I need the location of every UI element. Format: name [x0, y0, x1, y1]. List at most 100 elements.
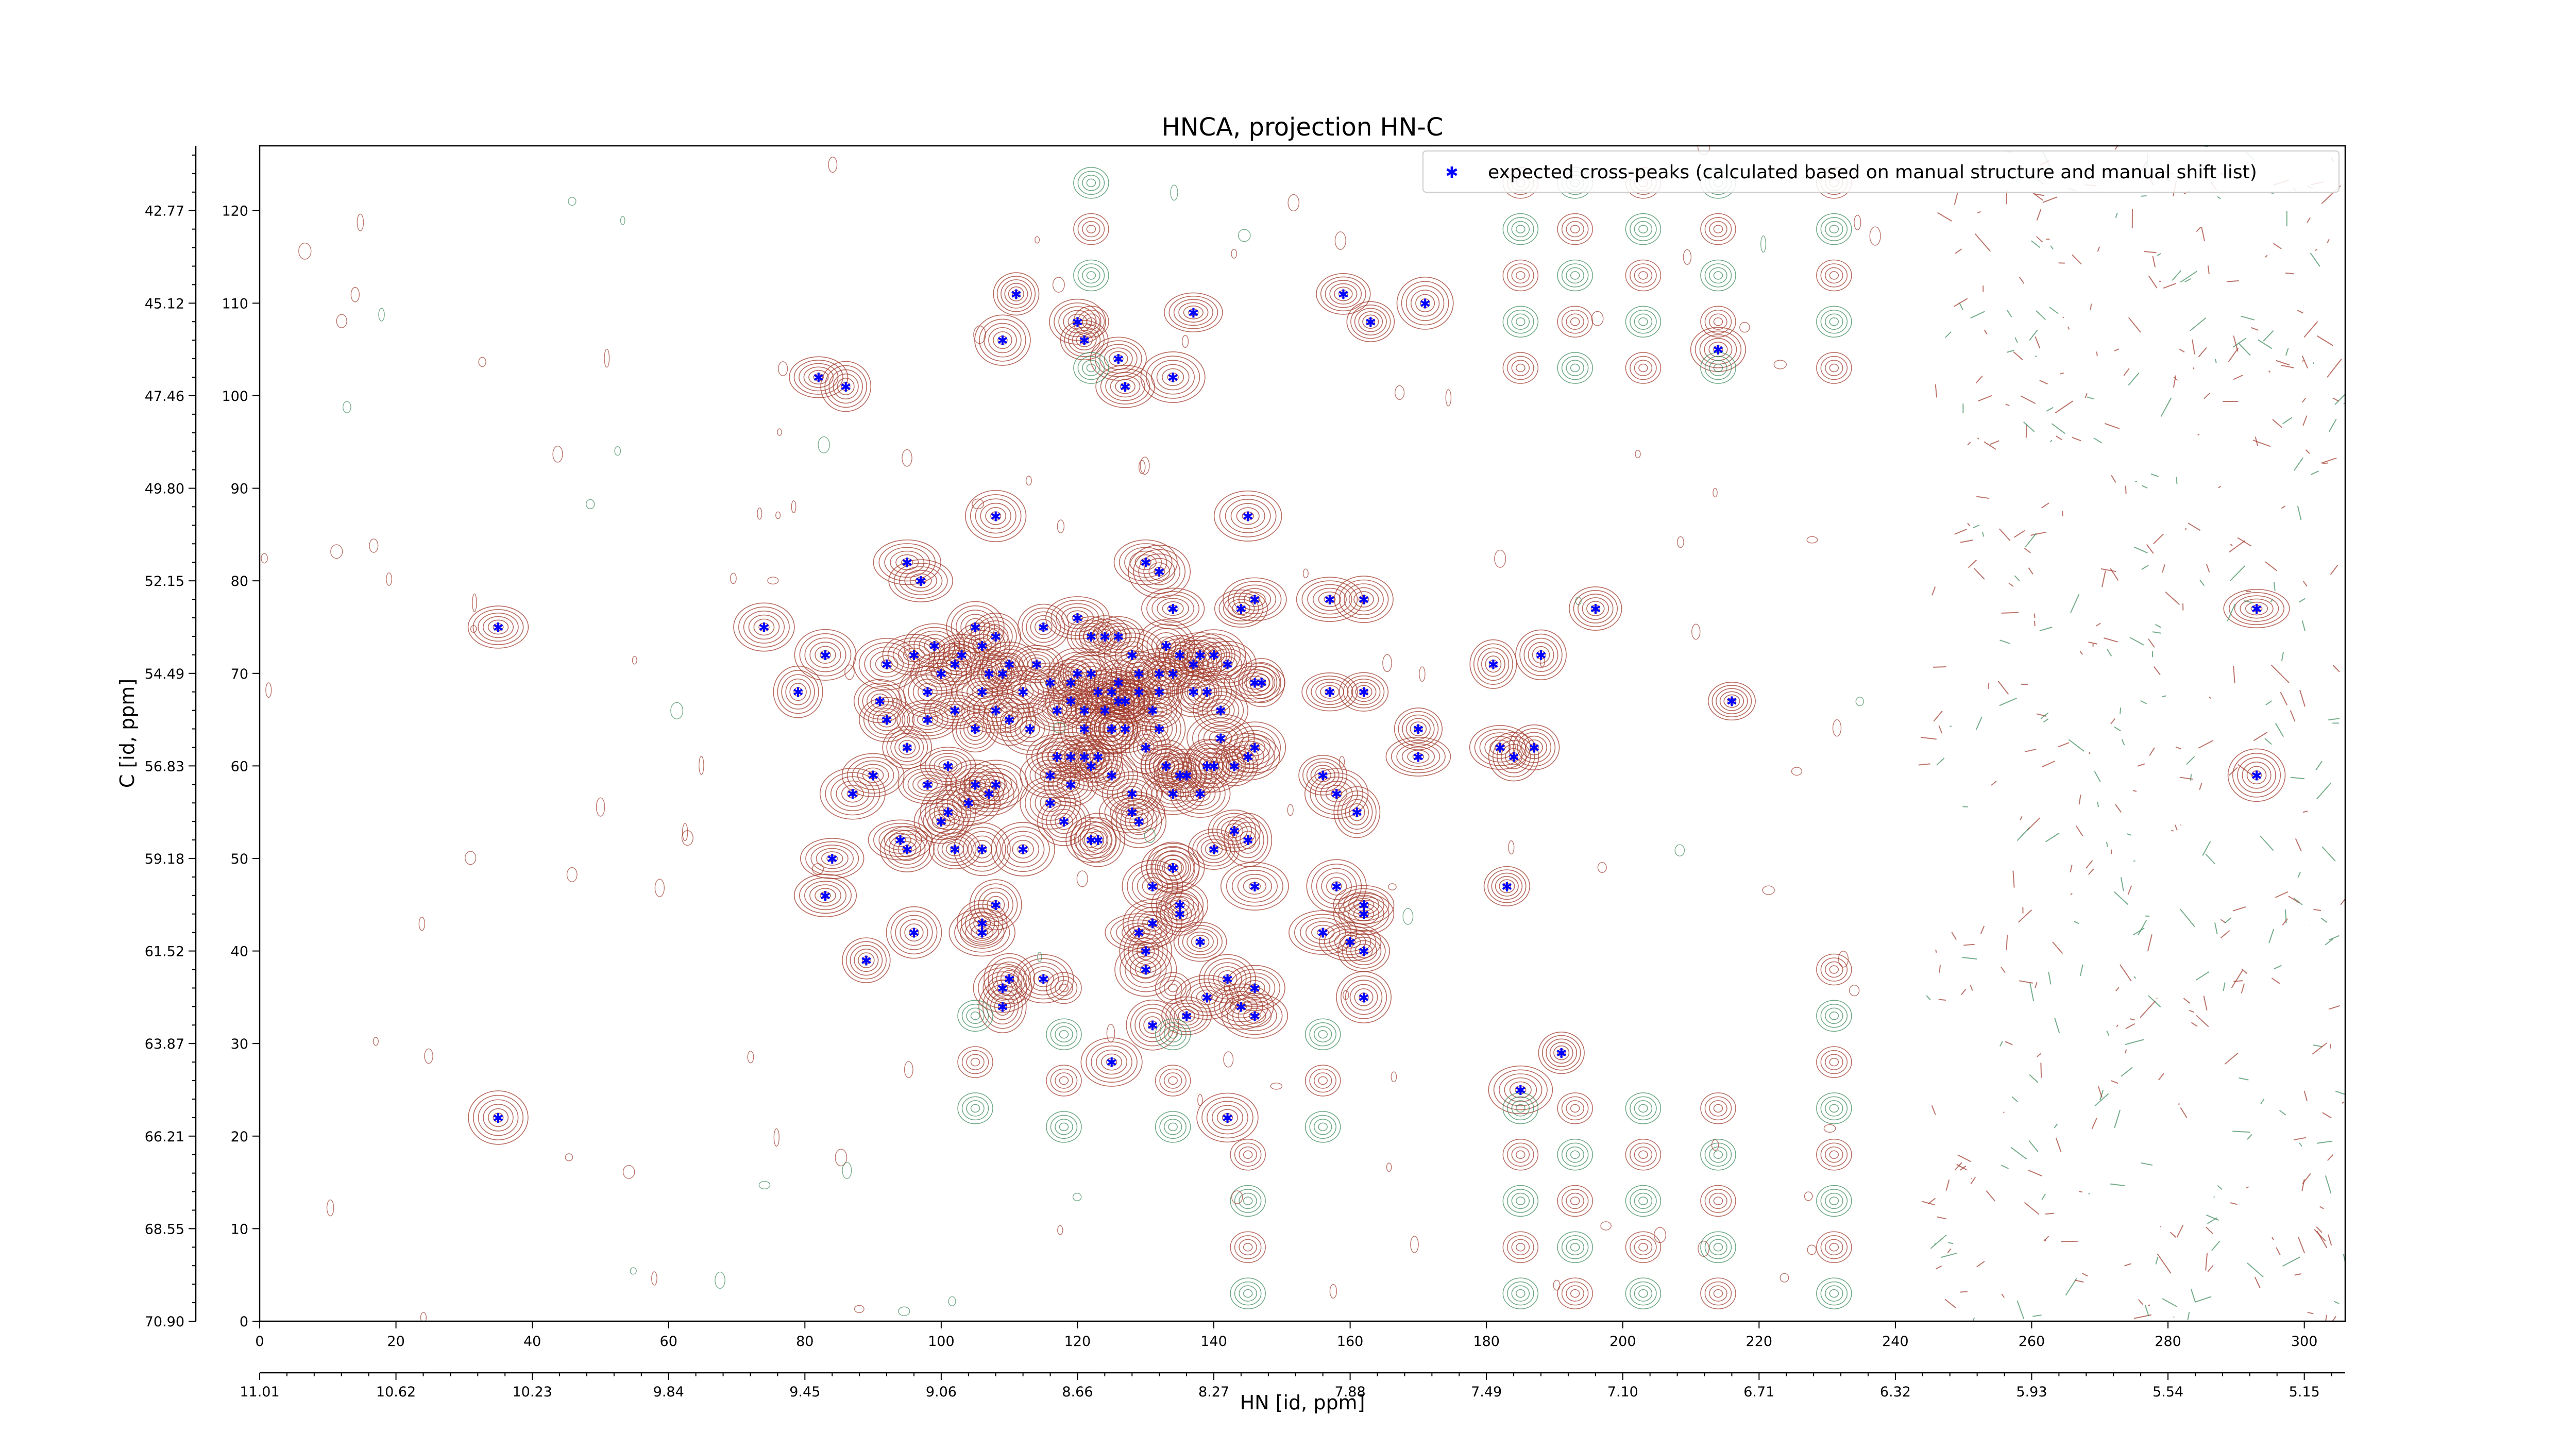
noise-contour — [2125, 1023, 2136, 1030]
contour-ring — [1331, 881, 1342, 891]
noise-contour — [2196, 1015, 2209, 1027]
contour-ring — [1098, 628, 1166, 682]
noise-contour — [2106, 648, 2112, 657]
contour-ring — [1634, 1146, 1653, 1163]
noise-speckle — [1287, 194, 1300, 212]
noise-contour — [2024, 1202, 2040, 1215]
contour-ring — [1816, 352, 1852, 384]
contour-ring — [867, 771, 879, 780]
cross-peak-marker: ✱ — [970, 722, 981, 738]
contour-ring — [1820, 1004, 1848, 1028]
nmr-contour-layer — [261, 146, 2345, 1321]
noise-contour — [2301, 356, 2309, 369]
contour-ring — [1704, 263, 1732, 288]
noise-speckle — [372, 1037, 379, 1046]
contour-ring — [1325, 280, 1362, 308]
noise-contour — [2313, 908, 2321, 912]
contour-ring — [1561, 1096, 1589, 1121]
contour-ring — [943, 762, 953, 770]
contour-ring — [1345, 980, 1383, 1015]
contour-ring — [781, 674, 815, 710]
y-ppm-tick-label: 59.18 — [145, 851, 184, 867]
contour-ring — [1224, 965, 1285, 1012]
contour-ring — [1175, 910, 1184, 918]
contour-ring — [985, 776, 1007, 793]
contour-ring — [997, 335, 1008, 345]
contour-ring — [1713, 271, 1723, 280]
cross-peak-marker: ✱ — [1161, 759, 1172, 774]
contour-ring — [889, 833, 926, 865]
noise-contour — [2185, 528, 2187, 531]
cross-peak-marker: ✱ — [1018, 685, 1029, 701]
noise-contour — [2220, 930, 2230, 939]
contour-ring — [890, 550, 925, 574]
cross-peak-marker: ✱ — [936, 815, 947, 830]
contour-ring — [1473, 643, 1513, 685]
contour-ring — [1634, 360, 1653, 376]
contour-ring — [890, 911, 938, 955]
contour-ring — [1516, 363, 1526, 373]
noise-speckle — [369, 538, 379, 553]
noise-speckle — [1388, 883, 1397, 890]
contour-ring — [1168, 1076, 1178, 1085]
cross-peak-marker: ✱ — [1099, 704, 1110, 719]
contour-ring — [1160, 896, 1200, 932]
contour-ring — [968, 633, 996, 658]
noise-contour — [2305, 449, 2310, 454]
noise-speckle — [1677, 536, 1684, 548]
contour-ring — [975, 498, 1016, 534]
contour-ring — [1561, 1281, 1589, 1306]
cross-peak-marker: ✱ — [1726, 695, 1738, 710]
noise-contour — [1926, 995, 1931, 1000]
cross-peak-marker: ✱ — [1331, 880, 1342, 895]
contour-ring — [969, 879, 1022, 931]
noise-contour — [2029, 1074, 2039, 1083]
cross-peak-marker: ✱ — [1195, 787, 1206, 802]
noise-contour — [2114, 146, 2119, 150]
noise-speckle — [1052, 277, 1065, 293]
noise-contour — [1962, 956, 1977, 960]
cross-peak-marker: ✱ — [1535, 648, 1547, 664]
cross-peak-marker: ✱ — [1167, 861, 1179, 877]
contour-ring — [1086, 225, 1096, 233]
noise-speckle — [1760, 235, 1767, 253]
contour-ring — [970, 494, 1022, 538]
noise-speckle — [1238, 229, 1251, 242]
contour-ring — [1366, 317, 1375, 326]
noise-contour — [2302, 1173, 2311, 1185]
contour-ring — [1312, 587, 1347, 611]
contour-ring — [1167, 903, 1192, 925]
contour-ring — [733, 602, 795, 652]
noise-speckle — [835, 1149, 848, 1167]
cross-peak-marker: ✱ — [956, 648, 968, 664]
contour-ring — [1502, 1185, 1539, 1217]
contour-ring — [1040, 676, 1061, 690]
contour-ring — [1120, 803, 1158, 839]
noise-speckle — [1806, 536, 1818, 544]
contour-ring — [1321, 872, 1352, 900]
noise-contour — [2328, 1005, 2341, 1010]
contour-ring — [1227, 599, 1255, 618]
contour-ring — [996, 826, 1050, 872]
contour-ring — [1080, 1037, 1143, 1087]
noise-contour — [2279, 1109, 2286, 1116]
noise-speckle — [1339, 755, 1345, 768]
noise-contour — [2114, 726, 2121, 732]
contour-ring — [1067, 664, 1088, 682]
cross-peak-marker: ✱ — [1106, 768, 1117, 784]
cross-peak-marker: ✱ — [820, 648, 831, 664]
noise-speckle — [424, 1048, 433, 1064]
contour-ring — [1105, 372, 1145, 401]
noise-contour — [2120, 877, 2124, 891]
contour-ring — [1709, 1239, 1727, 1256]
contour-ring — [1059, 1030, 1069, 1039]
contour-ring — [1561, 217, 1589, 241]
contour-ring — [1026, 611, 1061, 643]
contour-ring — [1816, 1185, 1852, 1217]
contour-ring — [777, 670, 819, 714]
contour-ring — [1017, 687, 1029, 697]
contour-ring — [1195, 938, 1205, 946]
contour-ring — [1516, 1243, 1526, 1252]
cross-peak-marker: ✱ — [1147, 917, 1158, 932]
noise-contour — [2144, 250, 2157, 254]
